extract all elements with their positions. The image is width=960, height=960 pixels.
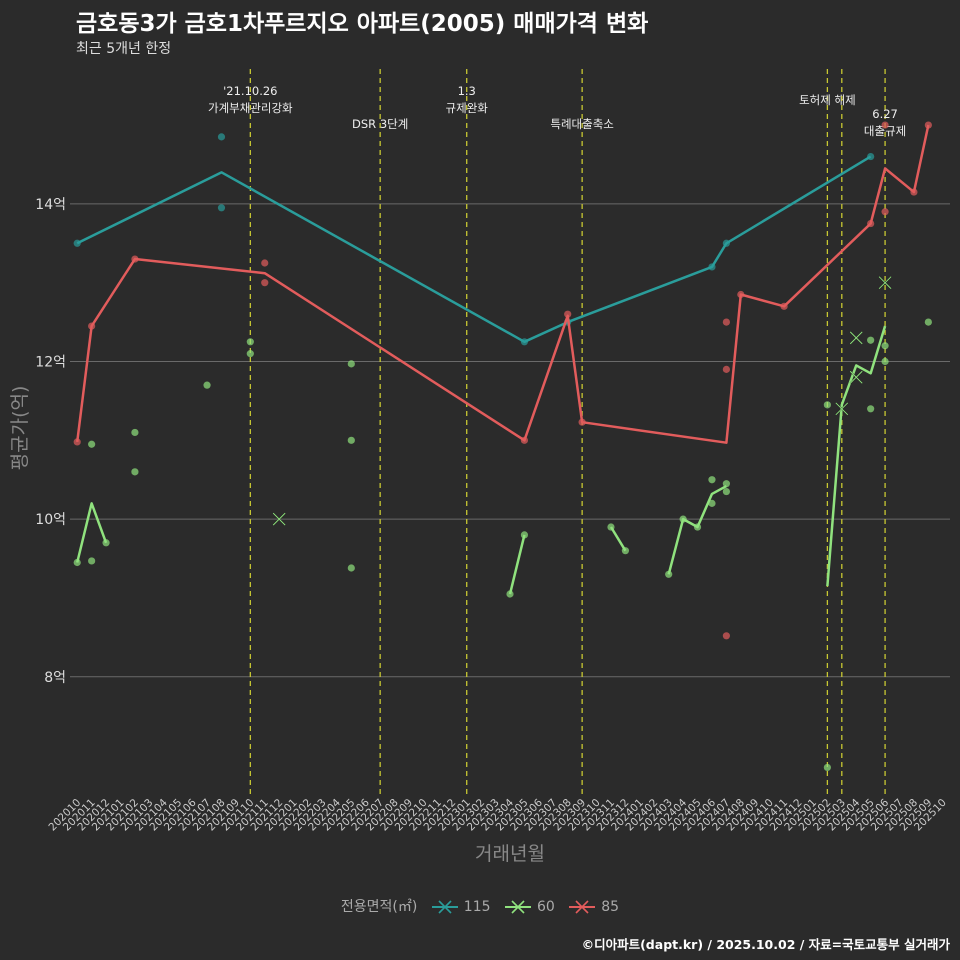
data-point-60 <box>88 557 96 565</box>
data-point-60 <box>823 401 831 409</box>
series-line-115 <box>76 155 872 344</box>
data-point-60 <box>722 480 730 488</box>
cross-marker-60 <box>849 331 863 345</box>
data-point-85 <box>261 259 269 267</box>
cross-marker-60 <box>849 370 863 384</box>
data-point-60 <box>131 428 139 437</box>
data-point-85 <box>924 121 932 129</box>
cross-stroke <box>849 370 863 384</box>
policy-event-label: 토허제 해제 <box>799 93 856 107</box>
legend-key-85-icon <box>569 900 596 914</box>
data-point-60 <box>203 381 211 389</box>
source-caption: ©디아파트(dapt.kr) / 2025.10.02 / 자료=국토교통부 실… <box>581 937 950 952</box>
data-point-60 <box>708 499 716 507</box>
legend-key-60-icon <box>504 900 531 914</box>
data-point-60 <box>131 468 139 476</box>
legend-item-115: 115 <box>430 899 491 915</box>
data-point-60 <box>708 476 716 484</box>
cross-marker-60 <box>272 512 286 526</box>
data-point-85 <box>722 632 730 640</box>
data-point-60 <box>520 531 529 539</box>
data-point-60 <box>924 318 932 326</box>
legend-key-115-icon <box>431 900 458 914</box>
chart-subtitle: 최근 5개년 한정 <box>76 41 172 57</box>
data-point-115 <box>217 133 226 141</box>
data-point-60 <box>347 564 355 572</box>
policy-event-label: 가계부채관리강화 <box>208 101 293 115</box>
y-axis-title: 평균가(억) <box>9 386 31 471</box>
legend-title: 전용면적(㎡) <box>340 899 418 915</box>
data-point-60 <box>881 342 889 350</box>
y-tick-label: 14억 <box>35 197 66 213</box>
data-point-60 <box>347 360 355 368</box>
data-point-60 <box>88 440 96 448</box>
series-line-60 <box>609 526 627 552</box>
series-line-60 <box>826 325 887 587</box>
legend-item-85: 85 <box>567 899 619 915</box>
cross-marker-60 <box>878 276 892 290</box>
legend-label-85: 85 <box>601 899 620 915</box>
series-line-85 <box>75 124 930 444</box>
data-point-85 <box>722 318 730 326</box>
x-axis-title: 거래년월 <box>475 843 545 865</box>
cross-stroke <box>878 276 892 290</box>
cross-stroke <box>272 512 286 526</box>
series-line-60 <box>508 534 526 595</box>
data-point-85 <box>722 365 730 373</box>
cross-marker-60 <box>835 402 849 416</box>
legend: 전용면적(㎡) 115 60 85 <box>0 896 960 916</box>
data-point-60 <box>246 338 254 346</box>
data-point-60 <box>246 350 254 358</box>
policy-event-label: 1.3 <box>458 84 476 98</box>
policy-event-label: '21.10.26 <box>223 84 277 98</box>
legend-label-60: 60 <box>536 899 555 915</box>
legend-item-60: 60 <box>503 899 555 915</box>
data-point-85 <box>564 310 572 318</box>
data-point-60 <box>823 763 831 772</box>
data-point-85 <box>261 279 269 287</box>
y-tick-label: 8억 <box>44 670 66 686</box>
y-tick-label: 10억 <box>35 512 66 528</box>
series-line-60 <box>667 484 727 575</box>
y-tick-label: 12억 <box>35 355 66 371</box>
data-point-85 <box>881 121 889 129</box>
data-point-60 <box>867 336 875 344</box>
policy-event-label: 대출규제 <box>864 124 906 138</box>
series-line-60 <box>75 502 108 563</box>
data-point-85 <box>881 208 889 216</box>
policy-event-label: DSR 3단계 <box>352 117 408 131</box>
chart-title: 금호동3가 금호1차푸르지오 아파트(2005) 매매가격 변화 <box>76 11 649 37</box>
policy-event-label: 특례대출축소 <box>550 117 613 131</box>
policy-event-label: 6.27 <box>872 107 898 121</box>
data-point-60 <box>347 436 355 444</box>
data-point-115 <box>217 204 226 212</box>
cross-stroke <box>849 331 863 345</box>
cross-stroke <box>835 402 849 416</box>
policy-event-label: 규제완화 <box>446 101 489 115</box>
data-point-60 <box>881 357 889 366</box>
data-point-60 <box>722 487 730 496</box>
legend-label-115: 115 <box>463 899 491 915</box>
data-point-60 <box>867 405 875 413</box>
data-point-60 <box>665 570 673 578</box>
